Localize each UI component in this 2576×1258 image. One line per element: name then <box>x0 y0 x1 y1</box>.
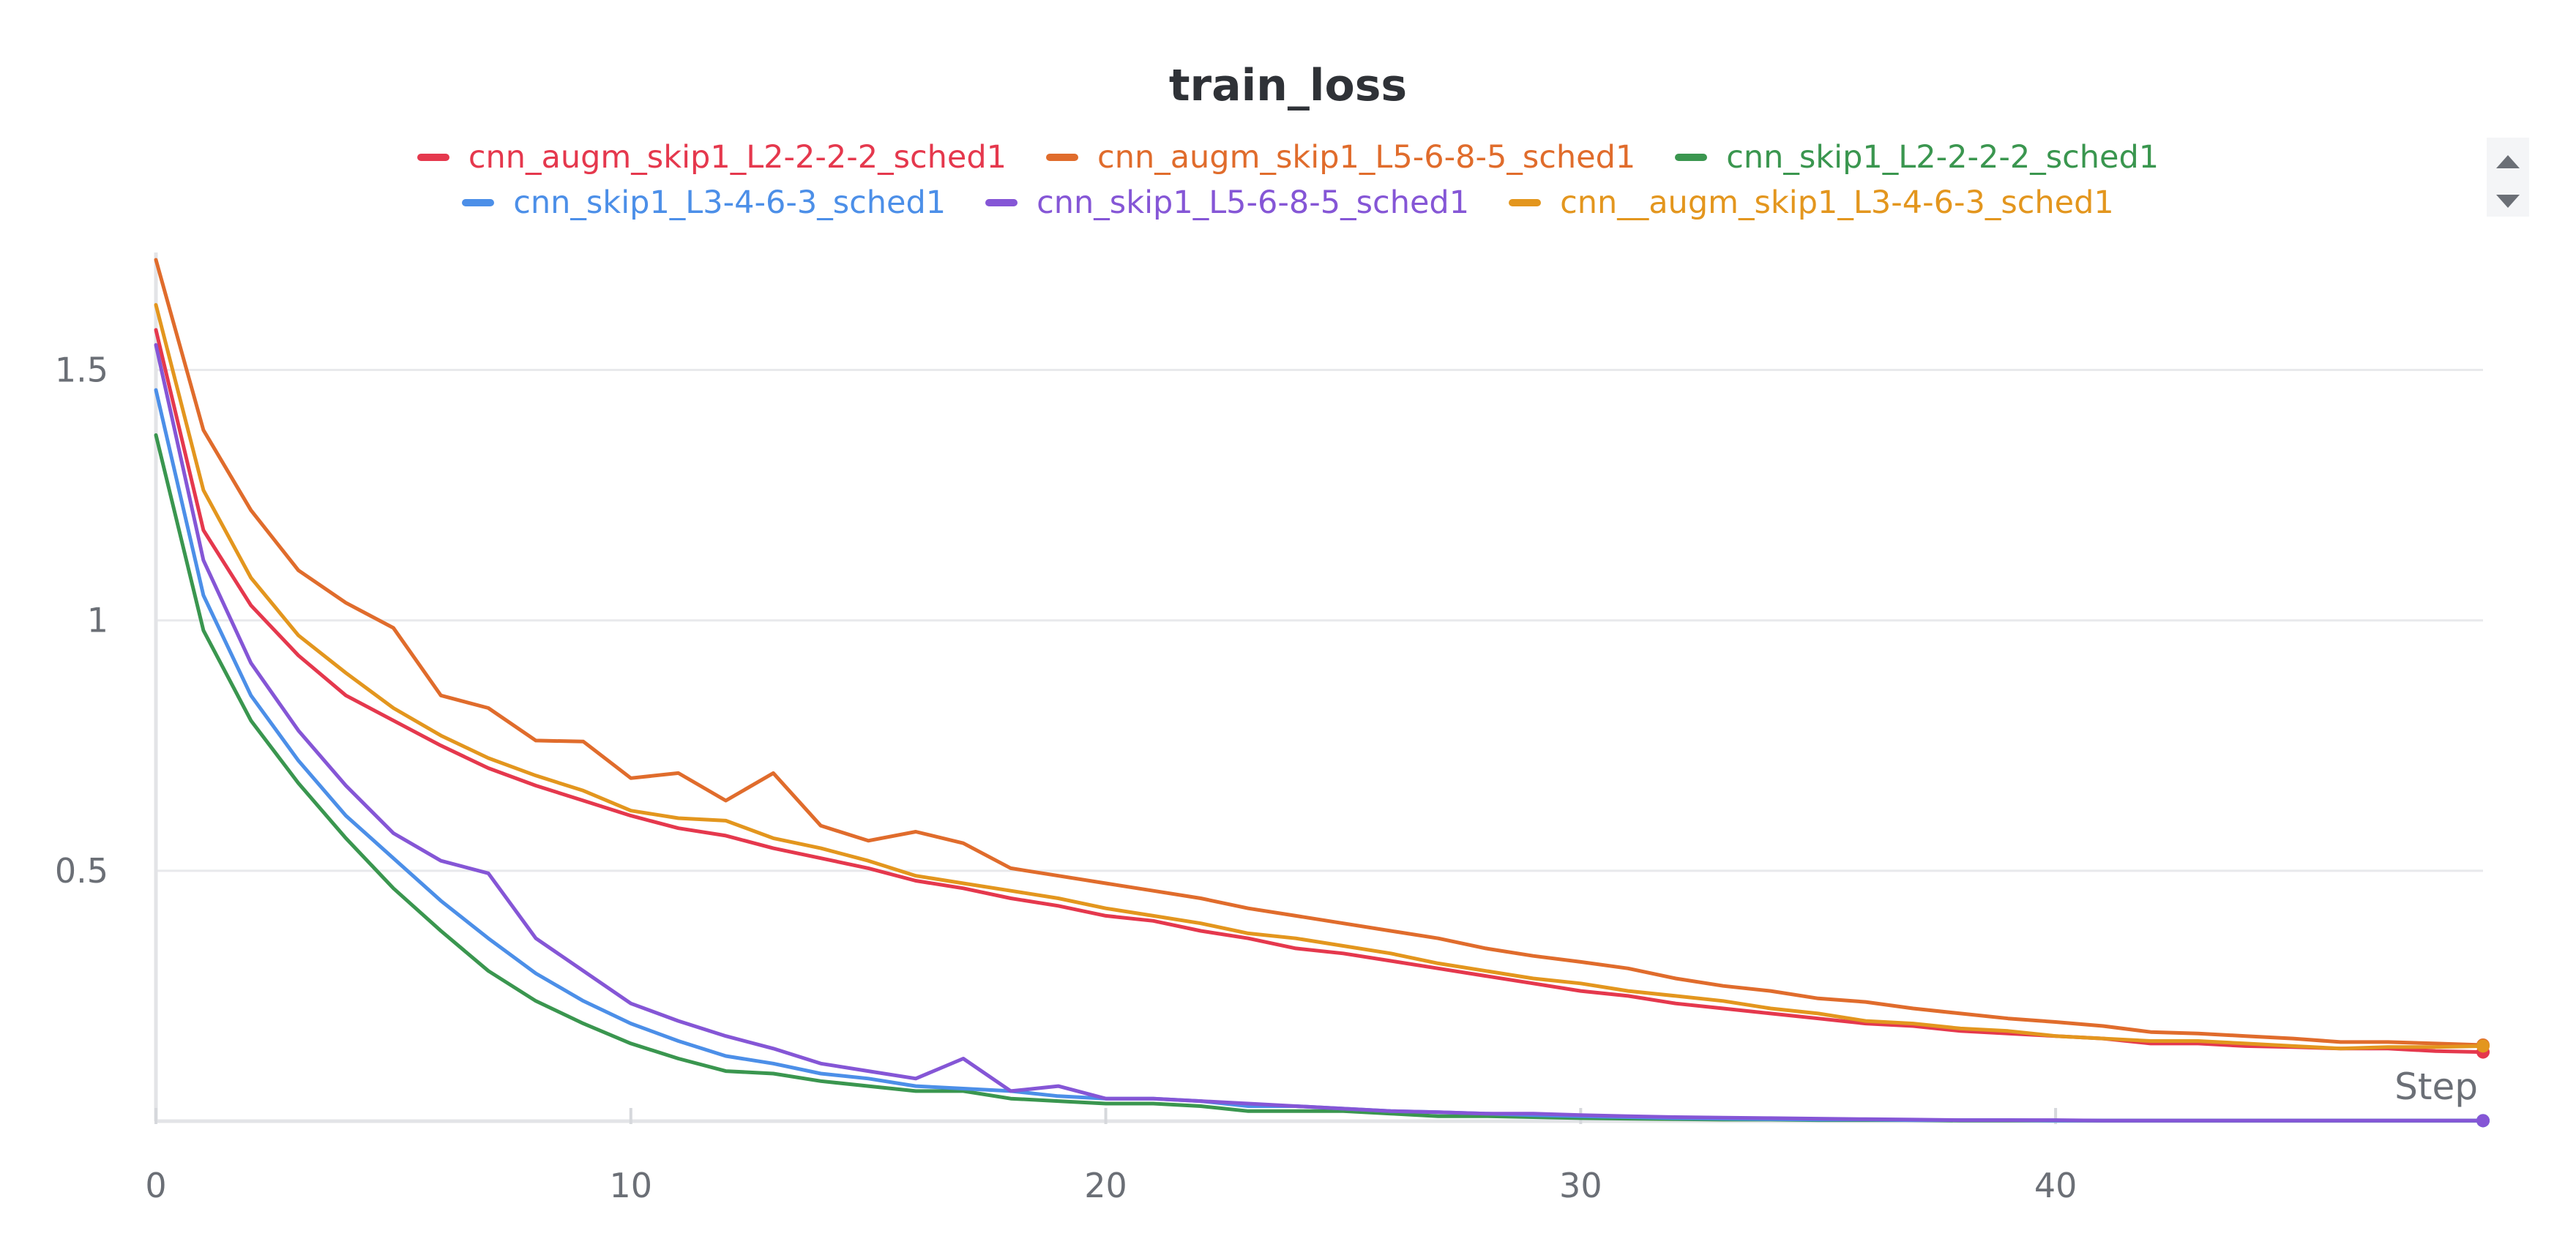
legend-label-1: cnn_augm_skip1_L5-6-8-5_sched1 <box>1097 139 1636 176</box>
legend-scroll-up-icon[interactable] <box>2496 155 2520 168</box>
legend-swatch-4 <box>985 199 1018 206</box>
series-line-5 <box>154 303 2485 1051</box>
legend-swatch-0 <box>417 154 449 161</box>
series-line-4 <box>154 342 2485 1123</box>
series-line-2 <box>154 433 2485 1123</box>
legend-label-3: cnn_skip1_L3-4-6-3_sched1 <box>513 184 947 221</box>
x-tick-label: 30 <box>1559 1166 1602 1205</box>
legend-label-4: cnn_skip1_L5-6-8-5_sched1 <box>1037 184 1470 221</box>
x-tick-label: 20 <box>1084 1166 1127 1205</box>
y-tick-label: 1.5 <box>55 351 108 390</box>
x-tick-label: 10 <box>610 1166 653 1205</box>
legend-item-1[interactable]: cnn_augm_skip1_L5-6-8-5_sched1 <box>1046 139 1635 176</box>
legend-row-1: cnn_augm_skip1_L2-2-2-2_sched1 cnn_augm_… <box>0 139 2576 176</box>
legend-label-2: cnn_skip1_L2-2-2-2_sched1 <box>1726 139 2159 176</box>
series-endpoint-5 <box>2476 1039 2490 1053</box>
legend-label-5: cnn__augm_skip1_L3-4-6-3_sched1 <box>1560 184 2114 221</box>
legend-item-0[interactable]: cnn_augm_skip1_L2-2-2-2_sched1 <box>417 139 1007 176</box>
legend-label-0: cnn_augm_skip1_L2-2-2-2_sched1 <box>468 139 1007 176</box>
y-tick-label: 0.5 <box>55 851 108 891</box>
series-layer <box>154 258 2485 1123</box>
legend-swatch-1 <box>1046 154 1079 161</box>
legend-scroll-control <box>2487 138 2529 217</box>
series-line-1 <box>154 258 2485 1047</box>
legend-item-4[interactable]: cnn_skip1_L5-6-8-5_sched1 <box>985 184 1469 221</box>
y-tick-label: 1 <box>87 601 108 640</box>
x-tick-label: 40 <box>2034 1166 2077 1205</box>
axis-layer: 0.5 1 1.5 0 10 20 30 40 <box>55 252 2483 1205</box>
legend-item-2[interactable]: cnn_skip1_L2-2-2-2_sched1 <box>1675 139 2159 176</box>
series-endpoint-4 <box>2476 1114 2490 1128</box>
legend-scroll-down-icon[interactable] <box>2496 195 2520 208</box>
grid-layer <box>156 369 2483 872</box>
legend-swatch-3 <box>462 199 495 206</box>
legend-row-2: cnn_skip1_L3-4-6-3_sched1 cnn_skip1_L5-6… <box>0 184 2576 221</box>
x-tick-label: 0 <box>145 1166 166 1205</box>
chart-title: train_loss <box>1168 60 1408 111</box>
legend-swatch-5 <box>1509 199 1542 206</box>
x-axis-label: Step <box>2394 1066 2478 1108</box>
marker-layer <box>2476 1038 2490 1128</box>
legend-swatch-2 <box>1675 154 1708 161</box>
series-line-3 <box>154 388 2485 1123</box>
legend-item-5[interactable]: cnn__augm_skip1_L3-4-6-3_sched1 <box>1509 184 2114 221</box>
legend-item-3[interactable]: cnn_skip1_L3-4-6-3_sched1 <box>462 184 946 221</box>
